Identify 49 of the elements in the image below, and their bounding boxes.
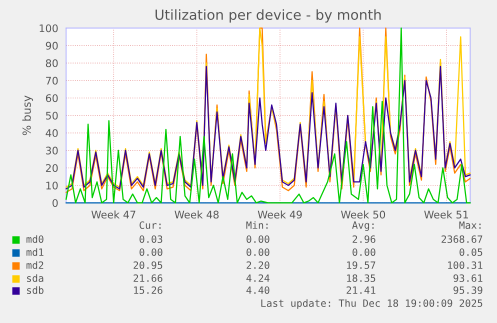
y-tick-label: 70 bbox=[46, 76, 58, 85]
text: 18.35 bbox=[347, 274, 376, 282]
y-axis-title: % busy bbox=[22, 96, 34, 136]
text: 4.24 bbox=[246, 274, 270, 282]
y-tick-label: 80 bbox=[46, 59, 58, 68]
y-tick-label: 90 bbox=[46, 42, 58, 50]
text: 0.00 bbox=[246, 248, 270, 256]
text: Min: bbox=[246, 221, 268, 229]
text: 0.00 bbox=[140, 248, 162, 256]
text: 0.03 bbox=[140, 235, 162, 243]
chart-title: Utilization per device - by month bbox=[156, 9, 381, 23]
text: 2368.67 bbox=[442, 235, 482, 243]
y-tick-label: 20 bbox=[46, 164, 58, 172]
y-tick-label: 100 bbox=[40, 24, 58, 32]
y-tick-label: 60 bbox=[46, 94, 58, 102]
x-tick-label: Week 50 bbox=[341, 210, 386, 219]
text: Max: bbox=[459, 221, 481, 229]
text: 19.57 bbox=[347, 261, 376, 269]
text: 95.39 bbox=[454, 286, 482, 294]
text: 0.05 bbox=[460, 248, 482, 256]
text: 93.61 bbox=[454, 274, 482, 282]
x-tick-label: Week 48 bbox=[174, 210, 219, 219]
text: Cur: bbox=[140, 221, 161, 229]
text: 2.20 bbox=[246, 261, 270, 269]
text: 21.41 bbox=[346, 286, 376, 294]
legend-label: sdb bbox=[27, 286, 44, 294]
y-tick-label: 0 bbox=[52, 199, 58, 207]
text: 0.00 bbox=[352, 248, 376, 256]
line-series bbox=[65, 66, 471, 190]
x-tick-label: Week 51 bbox=[424, 210, 468, 219]
y-tick-label: 50 bbox=[46, 112, 58, 120]
text: Last update: Thu Dec 18 19:00:09 2025 bbox=[261, 299, 482, 309]
y-tick-label: 40 bbox=[46, 129, 58, 138]
x-tick-label: Week 49 bbox=[258, 210, 302, 219]
legend-label: md0 bbox=[26, 235, 44, 243]
text: 15.26 bbox=[134, 286, 162, 294]
legend-label: md1 bbox=[26, 248, 44, 256]
text: 20.95 bbox=[134, 261, 162, 269]
text: Avg: bbox=[352, 221, 374, 231]
text: 100.31 bbox=[448, 261, 482, 269]
text: 0.00 bbox=[246, 235, 270, 243]
y-tick-label: 10 bbox=[46, 182, 58, 190]
legend-label: md2 bbox=[26, 261, 44, 269]
text: 2.96 bbox=[352, 235, 376, 243]
legend-label: sda bbox=[27, 274, 44, 282]
y-tick-label: 30 bbox=[46, 146, 58, 155]
x-tick-label: Week 47 bbox=[91, 210, 136, 219]
text: 21.66 bbox=[134, 274, 162, 282]
text: 4.40 bbox=[246, 286, 270, 294]
